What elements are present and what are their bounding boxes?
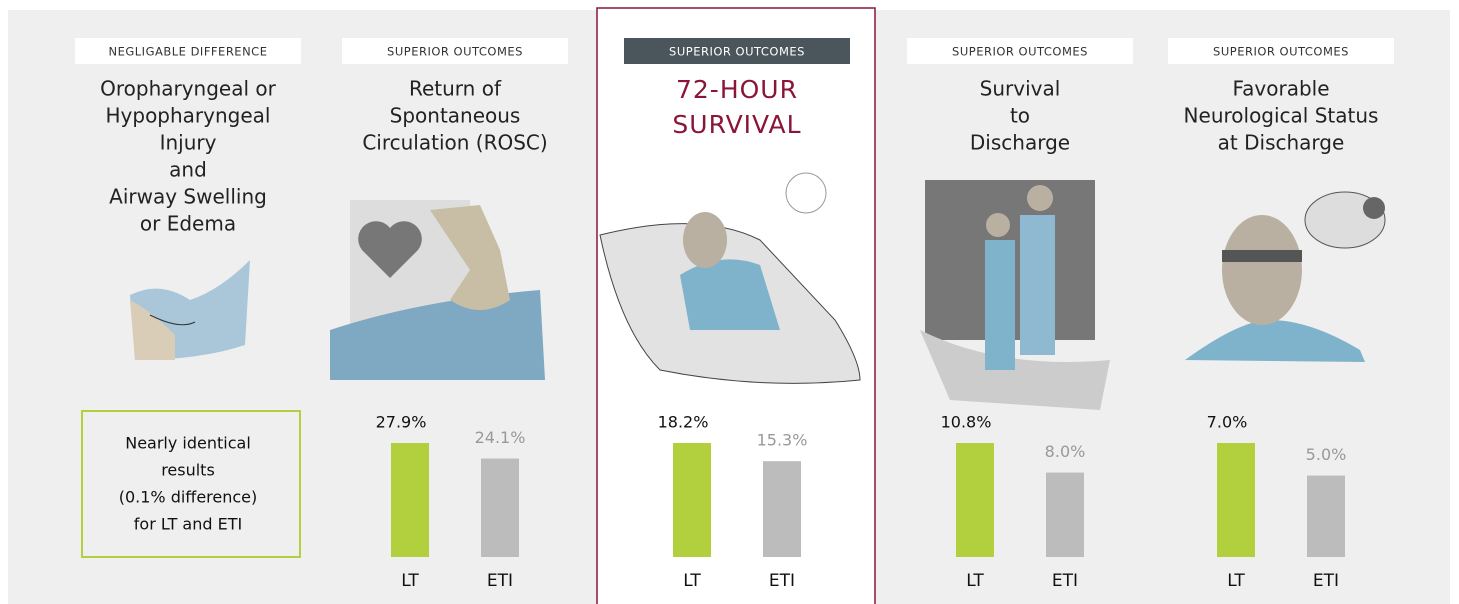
- tag-label: SUPERIOR OUTCOMES: [669, 45, 805, 59]
- panel-title: and: [169, 158, 207, 182]
- category-label: ETI: [1052, 571, 1078, 591]
- panel-title: to: [1010, 104, 1030, 128]
- panel-title: Favorable: [1232, 77, 1329, 101]
- panel-title: Discharge: [970, 131, 1070, 155]
- panel-title: Neurological Status: [1184, 104, 1379, 128]
- category-label: ETI: [487, 571, 513, 591]
- panel-title: Survival: [980, 77, 1061, 101]
- tag-label: NEGLIGABLE DIFFERENCE: [109, 45, 268, 59]
- value-label: 5.0%: [1306, 445, 1347, 464]
- tag-label: SUPERIOR OUTCOMES: [1213, 45, 1349, 59]
- panel-title: Airway Swelling: [109, 185, 267, 209]
- panel-title: Hypopharyngeal: [106, 104, 271, 128]
- bar: [1307, 476, 1345, 557]
- bar: [1046, 473, 1084, 557]
- tag-label: SUPERIOR OUTCOMES: [952, 45, 1088, 59]
- value-label: 8.0%: [1045, 442, 1086, 461]
- tag-label: SUPERIOR OUTCOMES: [387, 45, 523, 59]
- panel-title: Injury: [160, 131, 217, 155]
- panel-title: at Discharge: [1218, 131, 1345, 155]
- panel-title: Oropharyngeal or: [100, 77, 277, 101]
- value-label: 15.3%: [757, 431, 808, 450]
- category-label: LT: [1227, 571, 1245, 591]
- value-label: 10.8%: [941, 413, 992, 432]
- note-text: for LT and ETI: [134, 515, 242, 534]
- note-text: Nearly identical: [125, 434, 251, 453]
- illustration-walk: [920, 180, 1110, 410]
- category-label: ETI: [1313, 571, 1339, 591]
- bar: [673, 443, 711, 557]
- category-label: LT: [966, 571, 984, 591]
- bar: [956, 443, 994, 557]
- value-label: 27.9%: [376, 413, 427, 432]
- panel-title: 72-HOUR: [676, 75, 798, 104]
- panel-title: SURVIVAL: [672, 110, 801, 139]
- category-label: ETI: [769, 571, 795, 591]
- panel-title: Spontaneous: [390, 104, 521, 128]
- value-label: 7.0%: [1207, 413, 1248, 432]
- value-label: 24.1%: [475, 428, 526, 447]
- bar: [1217, 443, 1255, 557]
- note-text: (0.1% difference): [119, 488, 258, 507]
- category-label: LT: [401, 571, 419, 591]
- bar: [391, 443, 429, 557]
- category-label: LT: [683, 571, 701, 591]
- panel-title: or Edema: [140, 212, 236, 236]
- infographic: NEGLIGABLE DIFFERENCE Oropharyngeal or Hyp…: [0, 0, 1459, 604]
- bar: [481, 459, 519, 557]
- bar: [763, 461, 801, 557]
- value-label: 18.2%: [658, 413, 709, 432]
- panel-title: Circulation (ROSC): [362, 131, 547, 155]
- note-text: results: [161, 461, 215, 480]
- panel-title: Return of: [409, 77, 502, 101]
